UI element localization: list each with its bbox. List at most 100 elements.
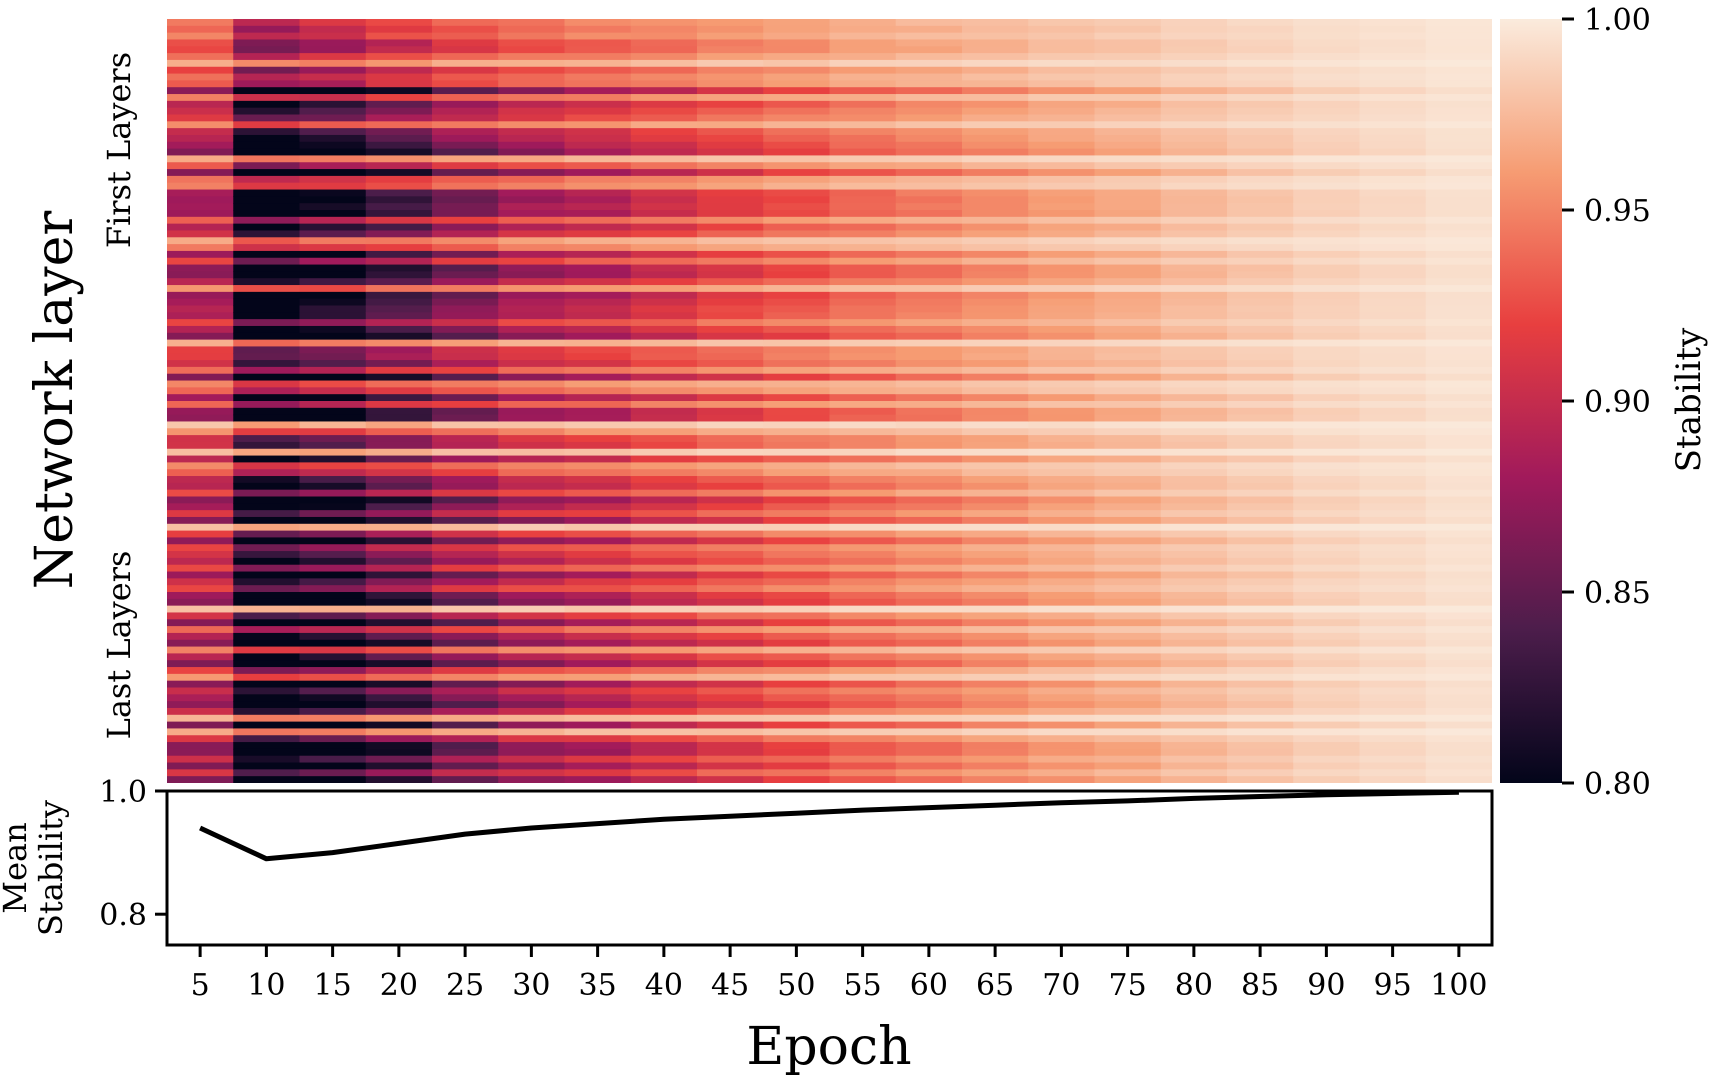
heatmap-cell — [167, 632, 234, 641]
heatmap-cell — [829, 141, 897, 150]
heatmap-cell — [167, 592, 234, 600]
heatmap-cell — [763, 776, 831, 783]
heatmap-cell — [1028, 25, 1096, 34]
heatmap-cell — [630, 175, 698, 184]
heatmap-cell — [1160, 435, 1228, 443]
heatmap-cell — [498, 639, 566, 648]
heatmap-cell — [763, 339, 831, 348]
heatmap-cell — [1160, 223, 1228, 232]
heatmap-cell — [829, 319, 897, 327]
heatmap-cell — [498, 653, 566, 661]
heatmap-cell — [233, 244, 301, 252]
heatmap-cell — [962, 687, 1029, 695]
heatmap-cell — [962, 667, 1029, 675]
heatmap-cell — [432, 250, 499, 259]
heatmap-cell — [233, 107, 301, 116]
heatmap-cell — [1293, 134, 1361, 143]
heatmap-cell — [962, 332, 1029, 341]
x-tick-label: 95 — [1374, 968, 1412, 1003]
heatmap-cell — [697, 516, 764, 525]
heatmap-cell — [233, 264, 301, 272]
heatmap-cell — [564, 332, 632, 341]
heatmap-cell — [829, 182, 897, 191]
heatmap-cell — [432, 503, 499, 511]
heatmap-cell — [167, 237, 234, 245]
heatmap-cell — [763, 619, 831, 627]
heatmap-cell — [167, 714, 234, 723]
colorbar-tick-label: 0.80 — [1584, 767, 1651, 802]
heatmap-cell — [962, 285, 1029, 293]
heatmap-cell — [763, 714, 831, 723]
heatmap-cell — [498, 73, 566, 81]
heatmap-cell — [763, 489, 831, 498]
heatmap-cell — [1359, 216, 1427, 225]
heatmap-cell — [1227, 605, 1294, 614]
heatmap-cell — [763, 578, 831, 586]
heatmap-cell — [564, 476, 632, 484]
heatmap-cell — [829, 598, 897, 607]
heatmap-cell — [299, 530, 367, 539]
heatmap-cell — [1227, 305, 1294, 313]
heatmap-cell — [895, 196, 963, 204]
heatmap-cell — [1160, 32, 1228, 41]
heatmap-cell — [233, 592, 301, 600]
heatmap-cell — [299, 100, 367, 109]
heatmap-cell — [167, 755, 234, 764]
heatmap-cell — [697, 564, 764, 573]
heatmap-cell — [1028, 401, 1096, 409]
heatmap-cell — [895, 639, 963, 648]
heatmap-cell — [233, 305, 301, 313]
heatmap-cell — [1160, 196, 1228, 204]
heatmap-cell — [1425, 639, 1492, 648]
heatmap-cell — [962, 592, 1029, 600]
heatmap-cell — [233, 619, 301, 627]
heatmap-cell — [1094, 39, 1162, 47]
heatmap-cell — [1425, 216, 1492, 225]
heatmap-cell — [167, 619, 234, 627]
heatmap-cell — [1028, 100, 1096, 109]
heatmap-cell — [564, 155, 632, 163]
heatmap-cell — [895, 319, 963, 327]
heatmap-cell — [1425, 612, 1492, 620]
heatmap-cell — [1160, 735, 1228, 743]
heatmap-cell — [1227, 80, 1294, 88]
heatmap-cell — [697, 107, 764, 116]
heatmap-cell — [564, 441, 632, 450]
heatmap-cell — [1160, 53, 1228, 61]
heatmap-cell — [1028, 407, 1096, 416]
heatmap-cell — [167, 312, 234, 320]
heatmap-cell — [1293, 196, 1361, 204]
heatmap-cell — [299, 141, 367, 150]
heatmap-cell — [1028, 632, 1096, 641]
heatmap-cell — [1359, 762, 1427, 770]
heatmap-cell — [1359, 100, 1427, 109]
heatmap-cell — [697, 476, 764, 484]
heatmap-cell — [498, 237, 566, 245]
heatmap-cell — [498, 394, 566, 402]
heatmap-cell — [1293, 619, 1361, 627]
heatmap-cell — [1425, 230, 1492, 238]
heatmap-cell — [1227, 598, 1294, 607]
line-y-axis-title-line1: Mean — [0, 822, 34, 913]
heatmap-cell — [1425, 755, 1492, 764]
heatmap-cell — [895, 441, 963, 450]
heatmap-cell — [365, 673, 433, 682]
heatmap-cell — [630, 128, 698, 136]
heatmap-cell — [630, 735, 698, 743]
heatmap-cell — [1359, 646, 1427, 654]
heatmap-cell — [829, 503, 897, 511]
heatmap-cell — [1094, 353, 1162, 361]
heatmap-cell — [697, 141, 764, 150]
heatmap-cell — [697, 762, 764, 770]
heatmap-cell — [1293, 592, 1361, 600]
heatmap-cell — [1028, 373, 1096, 382]
heatmap-cell — [1425, 605, 1492, 614]
heatmap-cell — [1293, 735, 1361, 743]
heatmap-cell — [697, 366, 764, 375]
heatmap-cell — [1028, 707, 1096, 716]
heatmap-cell — [365, 223, 433, 232]
heatmap-cell — [233, 141, 301, 150]
heatmap-cell — [962, 742, 1029, 750]
heatmap-cell — [299, 612, 367, 620]
heatmap-cell — [1028, 196, 1096, 204]
